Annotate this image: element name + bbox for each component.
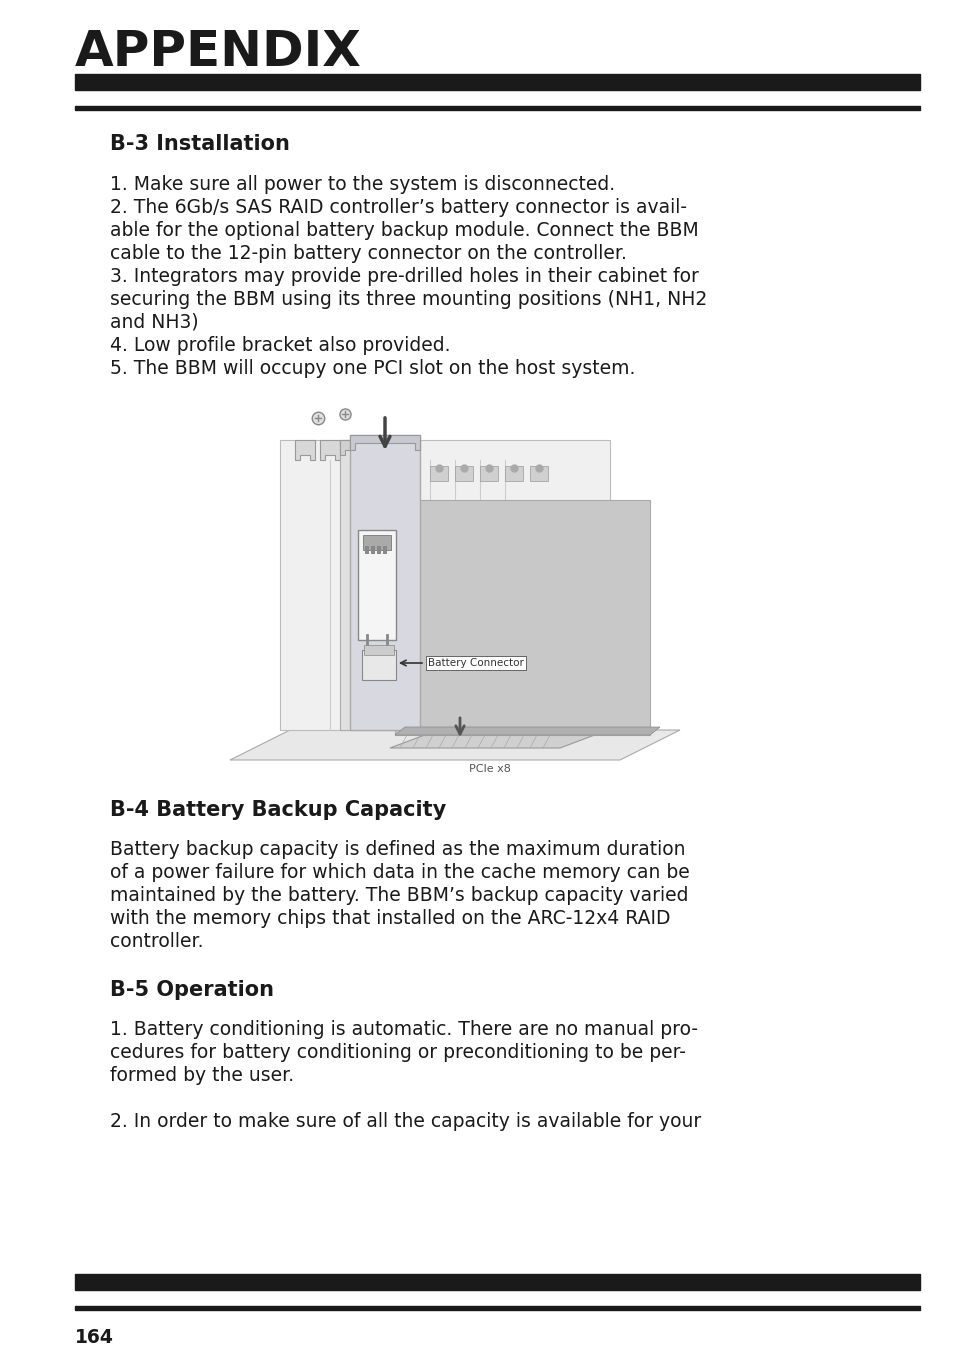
Polygon shape [294, 440, 314, 460]
Text: APPENDIX: APPENDIX [75, 28, 361, 76]
Bar [365, 546, 369, 554]
Text: 2. The 6Gb/s SAS RAID controller’s battery connector is avail-: 2. The 6Gb/s SAS RAID controller’s batte… [110, 198, 686, 217]
Text: 3. Integrators may provide pre-drilled holes in their cabinet for: 3. Integrators may provide pre-drilled h… [110, 267, 699, 286]
Text: B-3 Installation: B-3 Installation [110, 134, 290, 154]
Text: securing the BBM using its three mounting positions (NH1, NH2: securing the BBM using its three mountin… [110, 290, 706, 309]
Bar [479, 466, 497, 481]
Bar [339, 440, 395, 730]
Text: cable to the 12-pin battery connector on the controller.: cable to the 12-pin battery connector on… [110, 244, 626, 263]
Bar [504, 466, 522, 481]
Text: cedures for battery conditioning or preconditioning to be per-: cedures for battery conditioning or prec… [110, 1043, 685, 1062]
Text: 5. The BBM will occupy one PCI slot on the host system.: 5. The BBM will occupy one PCI slot on t… [110, 359, 635, 378]
Bar [382, 546, 387, 554]
Polygon shape [345, 440, 365, 460]
Text: formed by the user.: formed by the user. [110, 1066, 294, 1085]
Bar [75, 106, 919, 110]
Polygon shape [390, 733, 599, 747]
Bar [75, 1274, 919, 1290]
Bar [455, 466, 473, 481]
Bar [376, 546, 380, 554]
Text: 1. Make sure all power to the system is disconnected.: 1. Make sure all power to the system is … [110, 175, 615, 194]
Bar [75, 1307, 919, 1311]
Text: 2. In order to make sure of all the capacity is available for your: 2. In order to make sure of all the capa… [110, 1112, 700, 1131]
Text: PCIe x8: PCIe x8 [469, 764, 511, 774]
Bar [361, 650, 395, 680]
Bar [363, 535, 391, 550]
Polygon shape [350, 435, 419, 450]
Bar [350, 435, 419, 730]
Polygon shape [230, 730, 679, 760]
Text: B-4 Battery Backup Capacity: B-4 Battery Backup Capacity [110, 800, 446, 821]
Bar [395, 500, 649, 735]
Bar [357, 529, 395, 640]
Bar [530, 466, 547, 481]
Bar [430, 466, 448, 481]
Polygon shape [339, 440, 395, 455]
Text: able for the optional battery backup module. Connect the BBM: able for the optional battery backup mod… [110, 221, 698, 240]
Polygon shape [395, 727, 659, 735]
Text: and NH3): and NH3) [110, 313, 198, 332]
Polygon shape [370, 440, 390, 460]
Text: 1. Battery conditioning is automatic. There are no manual pro-: 1. Battery conditioning is automatic. Th… [110, 1020, 698, 1039]
Bar [75, 74, 919, 89]
Text: B-5 Operation: B-5 Operation [110, 980, 274, 1001]
Text: maintained by the battery. The BBM’s backup capacity varied: maintained by the battery. The BBM’s bac… [110, 886, 688, 904]
Text: of a power failure for which data in the cache memory can be: of a power failure for which data in the… [110, 862, 689, 881]
Polygon shape [319, 440, 339, 460]
Bar [280, 440, 609, 730]
Text: controller.: controller. [110, 932, 203, 951]
Text: 4. Low profile bracket also provided.: 4. Low profile bracket also provided. [110, 336, 450, 355]
Bar [371, 546, 375, 554]
Bar [364, 645, 394, 655]
Text: 164: 164 [75, 1328, 113, 1347]
Text: Battery backup capacity is defined as the maximum duration: Battery backup capacity is defined as th… [110, 839, 685, 858]
Text: Battery Connector: Battery Connector [428, 658, 523, 668]
Text: with the memory chips that installed on the ARC-12x4 RAID: with the memory chips that installed on … [110, 909, 670, 927]
